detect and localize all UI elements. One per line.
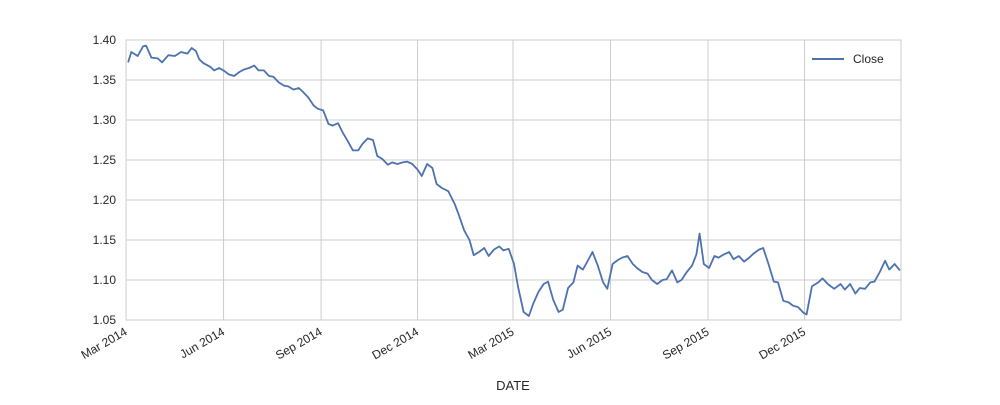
x-tick-label: Dec 2015: [757, 324, 809, 362]
y-tick-label: 1.10: [93, 273, 117, 287]
y-tick-label: 1.15: [93, 233, 117, 247]
y-tick-label: 1.20: [93, 193, 117, 207]
x-tick-label: Sep 2014: [273, 324, 325, 362]
y-tick-label: 1.30: [93, 113, 117, 127]
y-tick-labels: 1.05 1.10 1.15 1.20 1.25 1.30 1.35 1.40: [93, 33, 117, 327]
plot-background: [126, 40, 901, 320]
series-line-close: [127, 44, 901, 317]
x-tick-label: Dec 2014: [370, 324, 422, 362]
y-tick-label: 1.25: [93, 153, 117, 167]
x-tick-labels: Mar 2014 Jun 2014 Sep 2014 Dec 2014 Mar 2015…: [79, 324, 809, 362]
plot-frame: [125, 39, 902, 321]
legend: Close: [812, 52, 884, 66]
y-tick-label: 1.35: [93, 73, 117, 87]
x-axis-label: DATE: [496, 378, 530, 393]
x-tick-label: Jun 2015: [564, 324, 614, 361]
x-tick-label: Sep 2015: [660, 324, 712, 362]
y-tick-label: 1.05: [93, 313, 117, 327]
legend-label-close: Close: [853, 52, 884, 66]
series-layer: [127, 44, 901, 317]
x-tick-label: Jun 2014: [177, 324, 227, 361]
y-tick-label: 1.40: [93, 33, 117, 47]
grid-lines: [125, 39, 901, 321]
x-tick-label: Mar 2014: [79, 324, 130, 362]
x-tick-label: Mar 2015: [466, 324, 517, 362]
